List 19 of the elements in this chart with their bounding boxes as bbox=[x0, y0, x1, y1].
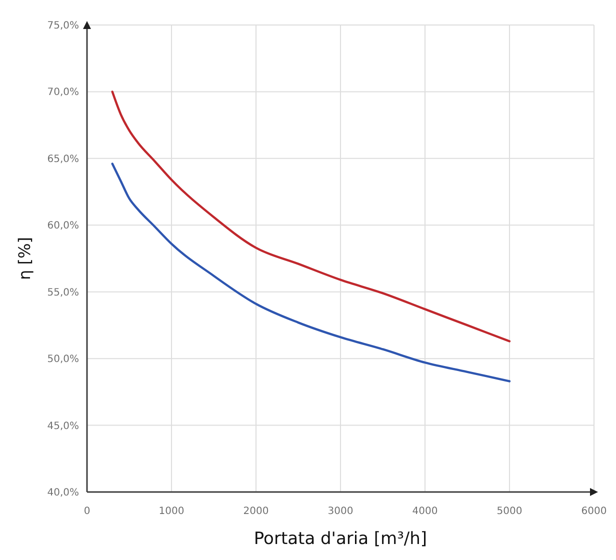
y-tick-label: 65,0% bbox=[47, 154, 79, 165]
x-axis-title: Portata d'aria [m³/h] bbox=[254, 529, 428, 549]
x-tick-label: 3000 bbox=[328, 506, 354, 517]
x-tick-label: 6000 bbox=[581, 506, 607, 517]
line-series bbox=[111, 162, 511, 382]
x-tick-label: 5000 bbox=[496, 506, 522, 517]
line-series bbox=[111, 90, 511, 342]
y-tick-label: 40,0% bbox=[47, 488, 79, 498]
y-tick-label: 45,0% bbox=[47, 420, 79, 432]
y-tick-label: 70,0% bbox=[47, 87, 79, 98]
y-tick-label: 60,0% bbox=[47, 220, 79, 232]
y-axis-title: η [%] bbox=[15, 237, 34, 280]
x-tick-label: 4000 bbox=[412, 506, 438, 517]
x-tick-label: 0 bbox=[84, 506, 90, 517]
x-tick-label: 2000 bbox=[243, 506, 269, 517]
y-tick-label: 55,0% bbox=[47, 287, 79, 298]
y-tick-label: 50,0% bbox=[47, 354, 79, 366]
x-tick-label: 1000 bbox=[158, 506, 184, 517]
y-tick-label: 75,0% bbox=[47, 20, 79, 32]
